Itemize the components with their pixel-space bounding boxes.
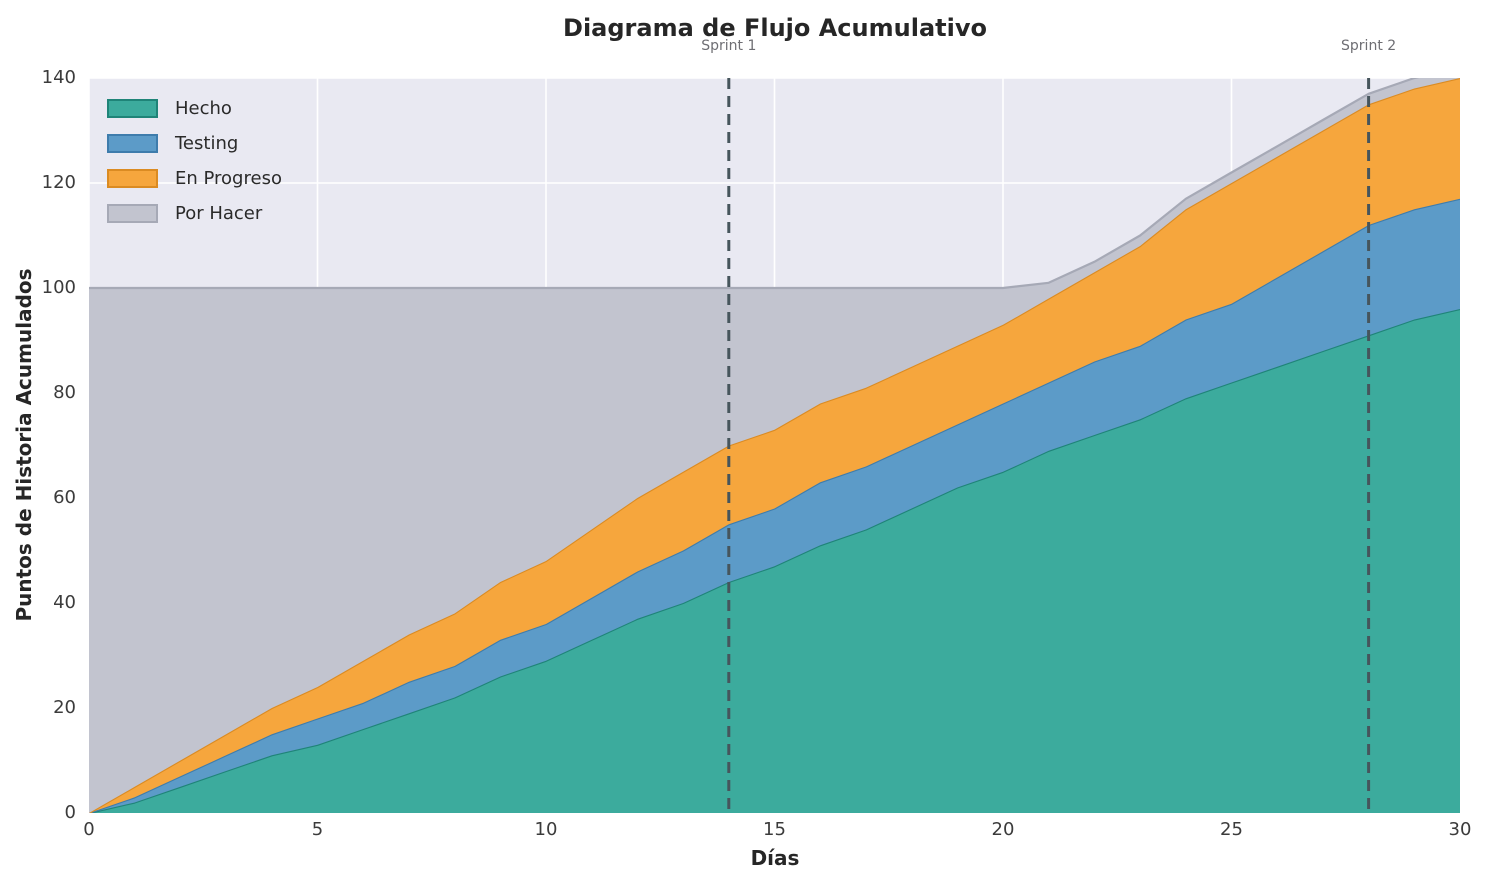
y-tick-label: 120 <box>41 172 76 193</box>
y-tick-label: 80 <box>53 382 76 403</box>
legend-label: Por Hacer <box>175 203 263 224</box>
x-tick-label: 10 <box>534 819 558 840</box>
y-tick-label: 100 <box>41 277 76 298</box>
sprint-label-2: Sprint 2 <box>1341 38 1397 54</box>
y-tick-label: 140 <box>41 67 76 88</box>
legend-item-por-hacer: Por Hacer <box>107 202 282 225</box>
legend-label: Testing <box>175 133 239 154</box>
x-tick-label: 0 <box>83 819 95 840</box>
legend-item-hecho: Hecho <box>107 97 282 120</box>
y-tick-label: 60 <box>53 487 76 508</box>
area-testing <box>89 198 1460 813</box>
area-por-hacer <box>89 78 1460 813</box>
area-hecho <box>89 309 1460 813</box>
y-tick-label: 40 <box>53 592 76 613</box>
legend-swatch <box>107 204 158 223</box>
legend-label: En Progreso <box>175 168 282 189</box>
x-tick-label: 15 <box>763 819 786 840</box>
chart-legend: Hecho Testing En Progreso Por Hacer <box>107 97 282 225</box>
x-tick-label: 30 <box>1448 819 1472 840</box>
y-tick-label: 20 <box>53 697 76 718</box>
legend-swatch <box>107 169 158 188</box>
chart-title: Diagrama de Flujo Acumulativo <box>563 14 987 42</box>
y-tick-label: 0 <box>64 802 76 823</box>
sprint-label-1: Sprint 1 <box>701 38 757 54</box>
legend-swatch <box>107 134 158 153</box>
x-tick-label: 5 <box>311 819 324 840</box>
legend-item-testing: Testing <box>107 132 282 155</box>
edge-por-hacer <box>89 78 1420 290</box>
area-en-progreso <box>89 78 1460 813</box>
legend-swatch <box>107 99 158 118</box>
x-tick-label: 20 <box>991 819 1015 840</box>
legend-label: Hecho <box>175 98 232 119</box>
x-tick-label: 25 <box>1220 819 1243 840</box>
y-axis-label: Puntos de Historia Acumulados <box>12 268 36 622</box>
stacked-areas <box>89 78 1460 813</box>
x-axis-label: Días <box>750 846 800 870</box>
legend-item-en-progreso: En Progreso <box>107 167 282 190</box>
